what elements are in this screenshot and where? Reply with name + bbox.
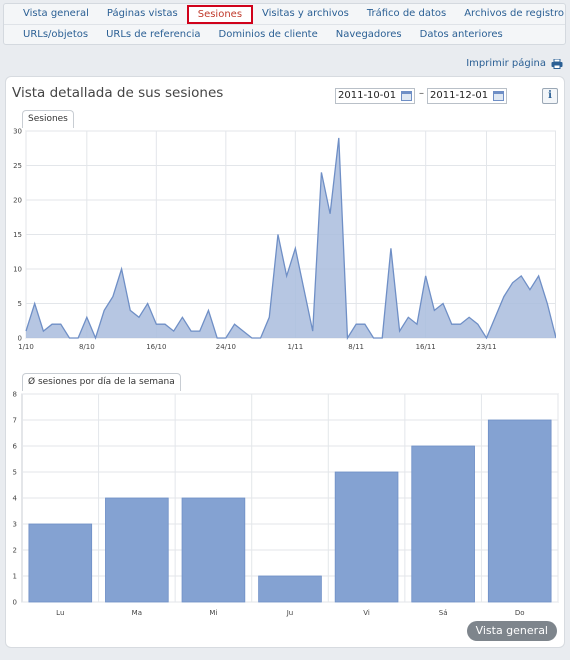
printer-icon [551,58,563,69]
tab-urls-de-referencia[interactable]: URLs de referencia [106,29,201,40]
bar-lu [28,523,93,603]
bar-vi [334,471,399,603]
y-tick-label: 15 [13,231,22,239]
y-tick-label: 5 [18,300,22,308]
x-tick-label: Ma [132,609,142,617]
print-page-link[interactable]: Imprimir página [466,58,563,69]
x-tick-label: 1/10 [18,343,34,351]
x-tick-label: Mi [209,609,217,617]
date-from-value: 2011-10-01 [338,90,397,101]
x-tick-label: Lu [56,609,64,617]
y-tick-label: 20 [13,197,22,205]
bar-sá [411,445,475,603]
tab-row-secondary: URLs/objetos URLs de referencia Dominios d… [4,24,565,44]
series-line [25,137,556,341]
x-tick-label: Do [515,609,525,617]
page-title: Vista detallada de sus sesiones [12,85,224,101]
overview-button[interactable]: Vista general [466,621,557,641]
y-tick-label: 25 [13,162,22,170]
bar-ju [258,575,322,603]
y-tick-label: 30 [13,128,22,136]
x-tick-label: 23/11 [476,343,496,351]
tab-sesiones[interactable]: Sesiones [186,5,254,24]
tab-urls-objetos[interactable]: URLs/objetos [23,29,89,40]
sessions-area-chart: 0 5 10 15 20 25 30 1/10 8/10 16/10 24/10 1/11 8/11 16… [13,128,556,351]
sessions-panel: Vista detallada de sus sesiones 2011-10-… [5,76,565,648]
tab-visitas-y-archivos[interactable]: Visitas y archivos [262,8,349,19]
y-tick-label: 6 [13,443,18,451]
y-tick-label: 8 [13,391,17,399]
x-tick-label: 8/11 [348,343,364,351]
tab-datos-anteriores[interactable]: Datos anteriores [419,29,503,40]
x-tick-label: 24/10 [216,343,236,351]
calendar-icon[interactable] [401,91,412,101]
date-from-input[interactable]: 2011-10-01 [335,88,415,104]
bar-ma [105,497,169,603]
x-tick-label: Vi [363,609,370,617]
tab-trafico-de-datos[interactable]: Tráfico de datos [366,8,447,19]
tab-dominios-de-cliente[interactable]: Dominios de cliente [218,29,318,40]
sessions-chart-title: Sesiones [22,110,74,128]
main-tab-bar: Vista general Páginas vistas Sesiones Visit… [3,3,566,45]
x-tick-label: Sá [439,609,448,617]
info-icon[interactable]: i [542,88,558,104]
y-tick-label: 2 [13,547,17,555]
x-tick-label: 16/11 [416,343,436,351]
y-tick-label: 1 [13,573,17,581]
weekday-bar-chart: 0 1 2 3 4 5 6 7 8 Lu Ma Mi Ju Vi Sá Do [13,391,559,617]
y-tick-label: 7 [13,417,17,425]
y-tick-label: 0 [18,335,22,343]
date-separator: – [419,88,424,99]
tab-navegadores[interactable]: Navegadores [335,29,402,40]
y-tick-label: 4 [13,495,18,503]
bar-do [487,419,552,603]
bar-mi [181,497,246,603]
y-tick-label: 10 [13,266,22,274]
print-page-label: Imprimir página [466,58,546,69]
x-tick-label: 1/11 [287,343,303,351]
tab-vista-general[interactable]: Vista general [23,8,89,19]
tab-row-primary: Vista general Páginas vistas Sesiones Visit… [14,4,570,24]
y-tick-label: 5 [13,469,17,477]
y-tick-label: 3 [13,521,17,529]
y-tick-label: 0 [13,599,17,607]
tab-archivos-de-registro[interactable]: Archivos de registro [464,8,564,19]
x-tick-label: 16/10 [146,343,166,351]
tab-paginas-vistas[interactable]: Páginas vistas [106,8,178,19]
date-to-value: 2011-12-01 [430,90,489,101]
weekday-chart-title: Ø sesiones por día de la semana [22,373,181,391]
calendar-icon[interactable] [493,91,504,101]
x-tick-label: Ju [286,609,294,617]
x-tick-label: 8/10 [79,343,95,351]
date-to-input[interactable]: 2011-12-01 [427,88,507,104]
